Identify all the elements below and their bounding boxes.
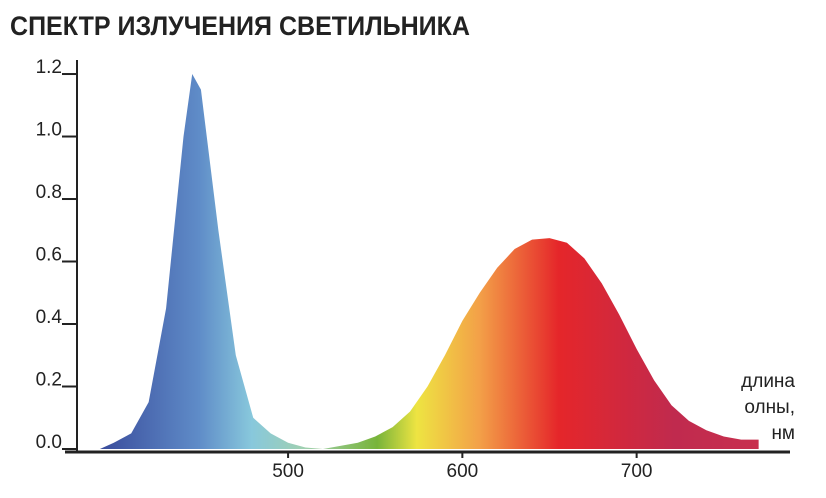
x-tick-label: 500 bbox=[272, 461, 304, 482]
y-tick-label: 0.0 bbox=[36, 432, 62, 453]
x-axis-label: длина bbox=[741, 371, 795, 392]
spectrum-area bbox=[99, 74, 759, 450]
x-axis-label: олны, bbox=[744, 397, 795, 418]
y-tick-label: 0.8 bbox=[36, 182, 62, 203]
chart-title: СПЕКТР ИЗЛУЧЕНИЯ СВЕТИЛЬНИКА bbox=[10, 11, 470, 41]
y-tick-label: 0.2 bbox=[36, 370, 62, 391]
y-tick-label: 1.2 bbox=[36, 57, 62, 78]
y-tick-label: 0.4 bbox=[36, 307, 63, 328]
x-axis-label: нм bbox=[771, 423, 795, 444]
y-tick-label: 0.6 bbox=[36, 245, 62, 266]
x-tick-label: 600 bbox=[447, 461, 479, 482]
x-tick-label: 700 bbox=[621, 461, 653, 482]
y-tick-label: 1.0 bbox=[36, 120, 62, 141]
